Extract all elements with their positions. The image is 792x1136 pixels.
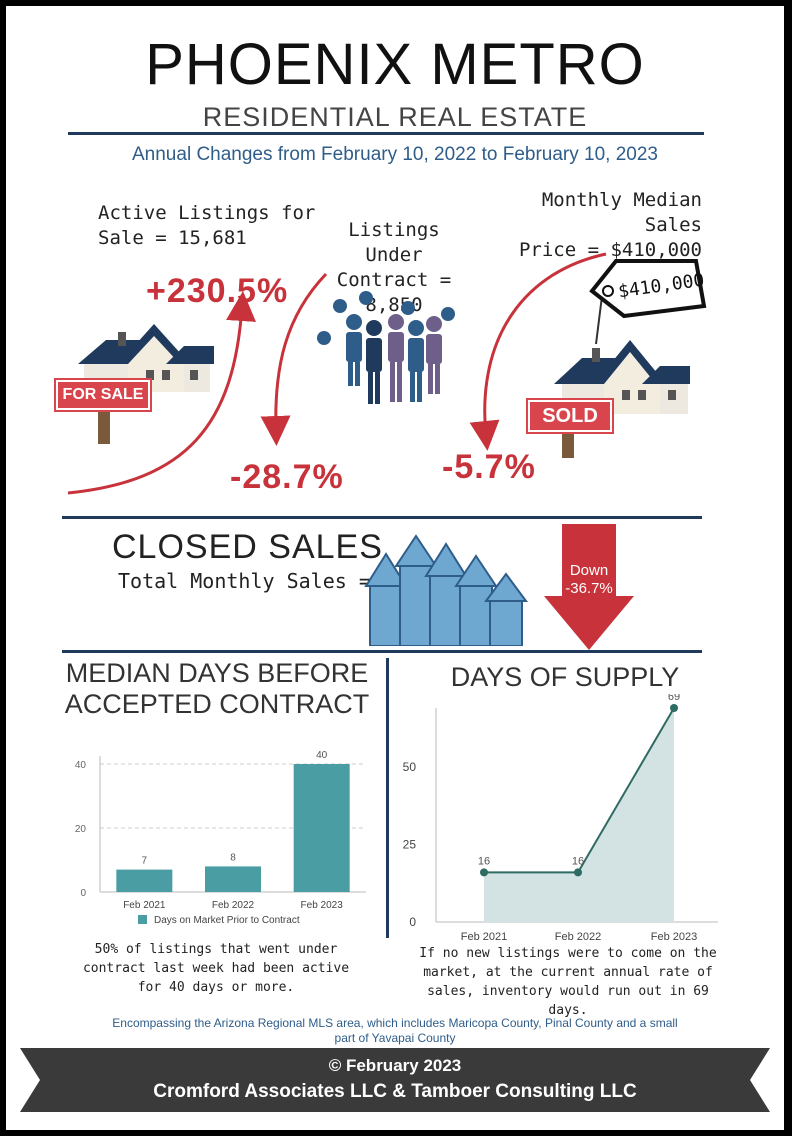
y-tick-label: 25 [403,837,417,851]
data-point [574,868,582,877]
houses-cluster-icon [364,534,528,646]
bar-value-label: 8 [230,852,236,863]
legend-swatch [138,915,147,924]
infographic-page: PHOENIX METRO RESIDENTIAL REAL ESTATE An… [6,6,784,1130]
closed-sales-top-divider [62,516,702,519]
copyright-text: © February 2023 [328,1056,462,1075]
median-price-line1: Monthly Median Sales [541,189,702,236]
days-of-supply-chart: 0 25 50 16 Feb 2021 16 Feb 2022 69 Feb 2023 [403,694,718,942]
page-subtitle: RESIDENTIAL REAL ESTATE [202,102,588,132]
page-title: PHOENIX METRO [145,32,645,97]
active-listings-line1: Active Listings for [98,202,316,224]
median-days-note: 50% of listings that went under contract… [82,942,350,995]
y-tick-label: 50 [403,760,417,774]
down-arrow-curve-right [469,252,607,451]
stats-illustration [67,252,707,495]
y-tick-label: 20 [75,824,87,835]
under-contract-change: -28.7% [230,458,344,496]
point-value-label: 16 [478,855,490,867]
x-tick-label: Feb 2023 [301,900,344,911]
area-fill [484,708,674,922]
y-tick-label: 40 [75,760,87,771]
charts-vertical-divider [386,658,389,938]
charts-top-divider [62,650,702,653]
days-of-supply-title: DAYS OF SUPPLY [450,662,680,692]
y-tick-label: 0 [80,888,86,899]
x-tick-label: Feb 2021 [461,931,507,942]
closed-sales-title: CLOSED SALES [112,528,383,566]
buyers-crowd-icon [317,291,455,404]
active-listings-label: Active Listings for Sale = 15,681 [98,201,315,251]
point-value-label: 16 [572,855,584,867]
bar [205,866,261,892]
bar-value-label: 7 [142,856,148,867]
active-listings-change: +230.5% [146,272,289,310]
for-sale-sign: FOR SALE [56,380,150,410]
days-of-supply-note: If no new listings were to come on the m… [419,946,717,1018]
data-point [480,868,488,877]
price-tag-icon [589,259,707,345]
down-arrow-icon [544,524,634,650]
footer-banner [20,1048,770,1112]
x-tick-label: Feb 2022 [212,900,255,911]
x-tick-label: Feb 2021 [123,900,166,911]
x-tick-label: Feb 2022 [555,931,601,942]
credit-text: Cromford Associates LLC & Tamboer Consul… [153,1081,637,1102]
data-point [670,704,678,712]
bar [116,869,173,892]
median-price-change: -5.7% [442,448,536,486]
under-contract-line1: Listings Under [348,219,440,266]
sold-sign: SOLD [528,400,612,432]
down-arrow-line1: Down [569,562,609,579]
sign-post-right [562,426,574,458]
sign-post-left [98,406,110,444]
median-days-title: MEDIAN DAYS BEFORE ACCEPTED CONTRACT [64,658,370,719]
under-contract-label: Listings Under Contract = 8,850 [324,218,464,318]
median-price-line2: Price = $410,000 [518,239,702,261]
bar [293,764,350,892]
y-tick-label: 0 [409,915,416,929]
up-arrow-curve [67,291,256,495]
bar-value-label: 40 [316,750,328,761]
active-listings-line2: Sale = 15,681 [98,227,247,249]
legend-label: Days on Market Prior to Contract [154,915,300,926]
down-arrow-line2: -36.7% [565,580,613,597]
mls-area-note: Encompassing the Arizona Regional MLS ar… [112,1016,678,1045]
down-arrow-curve-left [260,272,328,446]
point-value-label: 69 [668,694,680,703]
x-tick-label: Feb 2023 [651,931,697,942]
median-price-label: Monthly Median Sales Price = $410,000 [506,188,702,263]
down-arrow-label: Down -36.7% [544,562,634,598]
header-divider [68,132,704,135]
house-icon-right [554,340,690,414]
annual-changes-caption: Annual Changes from February 10, 2022 to… [132,144,658,165]
